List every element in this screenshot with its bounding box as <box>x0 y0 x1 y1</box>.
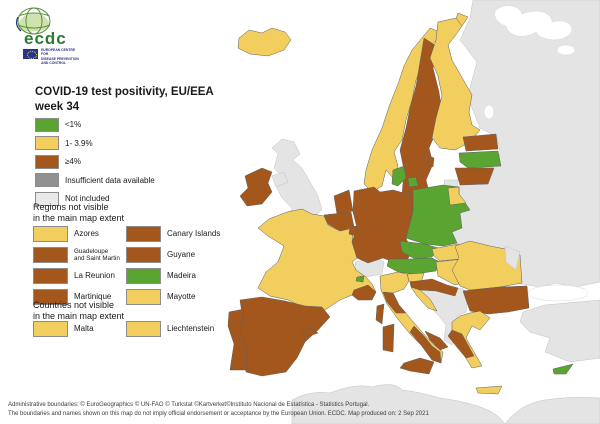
map-region-italy-tuscany <box>382 291 407 314</box>
map-region-northern-ireland <box>271 171 289 188</box>
region-swatch-mayotte <box>126 289 161 305</box>
map-island-cyprus <box>552 363 574 375</box>
legend-swatch-low <box>35 117 59 132</box>
legend-item-high: ≥4% <box>35 154 235 169</box>
map-country-belgium <box>323 211 355 232</box>
ecdc-logo: ecdc EUROPEAN CENTRE FOR DISEASE PREVENT… <box>12 5 82 65</box>
map-region-north-africa <box>291 384 506 424</box>
legend-item-medium: 1- 3.9% <box>35 136 235 150</box>
map-title-line2: week 34 <box>35 100 80 113</box>
region-item-martinique: Martinique <box>33 289 126 305</box>
regions-panel-title: Regions not visible in the main map exte… <box>33 202 125 224</box>
white-sea-inlets <box>483 5 589 302</box>
region-item-guyane: Guyane <box>126 247 233 263</box>
legend-swatch-medium <box>35 136 59 150</box>
legend-label-not-included: Not included <box>65 194 110 203</box>
map-country-estonia <box>462 133 499 152</box>
map-island-crete <box>475 385 503 395</box>
legend-label-insufficient: Insufficient data available <box>65 175 155 185</box>
legend-swatch-high <box>35 154 59 169</box>
map-island-sardinia <box>382 323 395 353</box>
positivity-legend: <1% 1- 3.9% ≥4% Insufficient data availa… <box>35 117 235 211</box>
region-swatch-azores <box>33 226 68 242</box>
country-item-malta: Malta <box>33 321 126 337</box>
country-swatch-liechtenstein <box>126 321 161 337</box>
region-swatch-la-reunion <box>33 268 68 284</box>
legend-item-insufficient: Insufficient data available <box>35 173 235 187</box>
ecdc-globe-icon <box>15 7 51 35</box>
map-region-poland-northeast <box>447 186 467 206</box>
map-islands-denmark <box>407 176 419 188</box>
map-country-czechia <box>399 240 439 260</box>
region-item-guadeloupe: Guadeloupe and Saint Martin <box>33 247 126 263</box>
ecdc-wordmark: ecdc <box>24 29 67 48</box>
country-item-liechtenstein: Liechtenstein <box>126 321 233 337</box>
legend-item-not-included: Not included <box>35 191 235 206</box>
legend-swatch-not-included <box>35 191 59 206</box>
footer-line1: Administrative boundaries: © EuroGeograp… <box>8 402 370 408</box>
countries-panel-title: Countries not visible in the main map ex… <box>33 300 125 322</box>
legend-label-medium: 1- 3.9% <box>65 138 93 148</box>
map-island-corsica <box>375 303 385 325</box>
region-item-la-reunion: La Reunion <box>33 268 126 284</box>
map-country-bulgaria <box>462 285 530 315</box>
map-country-spain <box>235 296 331 377</box>
map-title-line1: COVID-19 test positivity, EU/EEA <box>35 86 214 98</box>
map-islands-balearic <box>301 327 319 338</box>
region-item-azores: Azores <box>33 226 126 242</box>
map-region-middle-east <box>504 397 600 424</box>
map-country-romania <box>451 240 523 291</box>
legend-item-low: <1% <box>35 117 235 132</box>
region-swatch-guadeloupe <box>33 247 68 263</box>
ecdc-logo-subtitle: EUROPEAN CENTRE FOR DISEASE PREVENTION A… <box>41 48 79 65</box>
legend-swatch-insufficient <box>35 173 59 187</box>
region-item-madeira: Madeira <box>126 268 233 284</box>
map-island-gotland <box>427 155 435 168</box>
country-swatch-malta <box>33 321 68 337</box>
map-country-moldova <box>504 245 521 271</box>
map-country-turkey <box>519 299 600 363</box>
map-footer-attribution: Administrative boundaries: © EuroGeograp… <box>8 401 568 418</box>
map-country-austria <box>386 257 441 275</box>
region-swatch-madeira <box>126 268 161 284</box>
region-item-canary-islands: Canary Islands <box>126 226 233 242</box>
map-country-iceland <box>237 27 292 57</box>
regions-legend: Azores Canary Islands Guadeloupe and Sain… <box>33 226 233 310</box>
map-country-denmark <box>391 165 407 187</box>
eu-flag-icon <box>23 49 38 59</box>
map-region-italy-south <box>409 325 442 364</box>
countries-legend: Malta Liechtenstein <box>33 321 233 342</box>
region-swatch-canary-islands <box>126 226 161 242</box>
legend-label-high: ≥4% <box>65 157 81 166</box>
map-region-france-southeast <box>351 284 377 301</box>
map-country-netherlands <box>333 189 354 215</box>
map-country-ireland <box>239 167 273 207</box>
map-country-portugal <box>227 308 248 371</box>
map-region-aosta-valley <box>355 275 365 283</box>
map-region-croatia-north <box>409 278 459 297</box>
map-title: COVID-19 test positivity, EU/EEA week 34 <box>35 85 255 115</box>
map-region-italy-apulia <box>424 330 449 351</box>
footer-line2: The boundaries and names shown on this m… <box>8 410 429 417</box>
legend-label-low: <1% <box>65 120 82 129</box>
map-island-sicily <box>399 357 435 375</box>
region-swatch-guyane <box>126 247 161 263</box>
region-swatch-martinique <box>33 289 68 305</box>
region-item-mayotte: Mayotte <box>126 289 233 305</box>
map-country-latvia <box>458 150 502 169</box>
map-country-lithuania <box>454 167 495 186</box>
map-region-greece-west <box>447 329 475 359</box>
